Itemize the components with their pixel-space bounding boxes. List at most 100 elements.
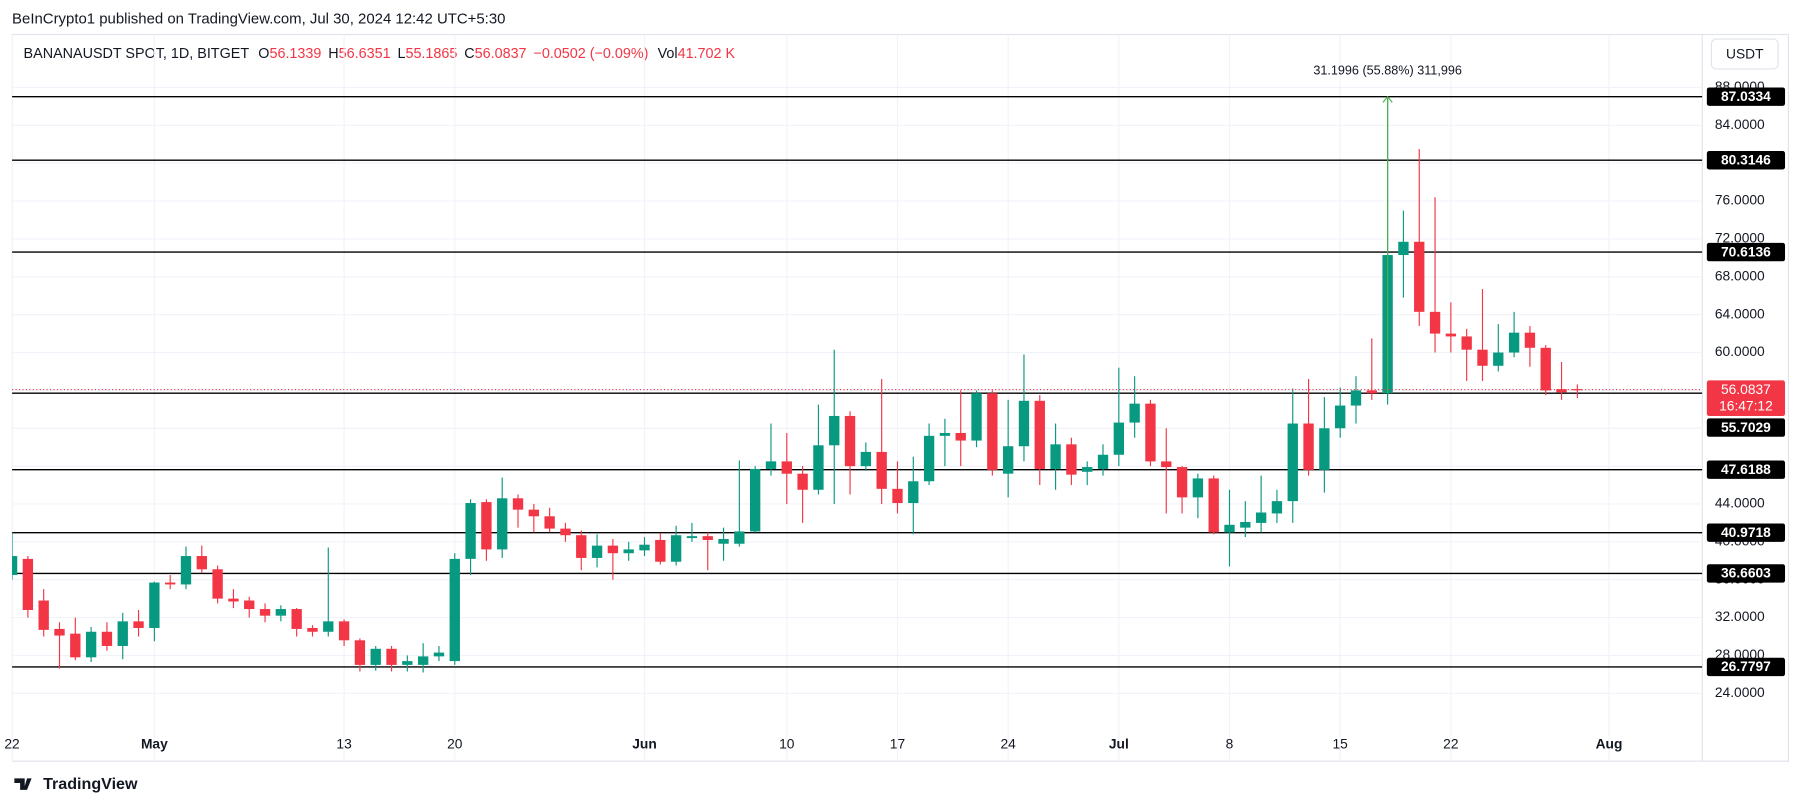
- candle-body: [607, 545, 619, 554]
- candle-body: [670, 535, 682, 562]
- candle-body: [323, 621, 334, 632]
- candle-body: [12, 556, 18, 575]
- level-label-box: [1706, 242, 1786, 262]
- candle-body: [1524, 332, 1536, 348]
- chart-frame: [11, 33, 1790, 762]
- candle-body: [1445, 333, 1457, 337]
- candle-body: [1145, 403, 1156, 462]
- candle-body: [85, 631, 97, 658]
- candle-body: [1002, 446, 1014, 474]
- level-label-box: [1706, 523, 1786, 542]
- candle-body: [1319, 428, 1330, 470]
- x-tick-label: 10: [779, 737, 795, 752]
- candle-body: [165, 582, 176, 585]
- legend-value: 56.1339: [269, 46, 321, 62]
- currency-label[interactable]: USDT: [1726, 46, 1764, 61]
- axes: 24.000028.000032.000036.000040.000044.00…: [4, 64, 1786, 752]
- x-tick-label: 24: [1000, 737, 1016, 752]
- candle-body: [813, 445, 824, 490]
- candle-body: [560, 528, 571, 536]
- legend-value: 56.6351: [339, 46, 391, 62]
- candle-body: [212, 569, 223, 599]
- candle-body: [1208, 478, 1219, 533]
- candle-body: [876, 451, 887, 489]
- candle-body: [70, 633, 81, 658]
- candle-body: [1129, 403, 1140, 423]
- symbol: BANANAUSDT SPOT, 1D, BITGET: [24, 46, 250, 62]
- y-tick-label: 44.0000: [1715, 496, 1765, 511]
- candle-body: [1493, 352, 1504, 366]
- candle-body: [987, 393, 998, 470]
- candle-body: [370, 648, 381, 665]
- candle-body: [1556, 389, 1567, 393]
- candle-body: [449, 558, 460, 662]
- candle-body: [1414, 241, 1425, 312]
- candle-body: [528, 509, 539, 517]
- candle-body: [1350, 390, 1362, 406]
- legend-value: 41.702 K: [678, 46, 736, 62]
- level-label: 36.6603: [1721, 566, 1771, 581]
- candle-body: [354, 640, 366, 665]
- measure-arrow-head: [1382, 95, 1393, 103]
- candle-body: [544, 516, 555, 529]
- candle-body: [591, 545, 603, 558]
- candle-body: [655, 539, 666, 562]
- candle-body: [908, 481, 919, 504]
- candle-body: [1018, 400, 1030, 447]
- currency-button[interactable]: [1710, 38, 1779, 70]
- candle-body: [386, 648, 397, 665]
- x-tick-label: 22: [4, 737, 19, 752]
- y-tick-label: 72.0000: [1715, 231, 1765, 246]
- candle-body: [734, 531, 745, 544]
- x-tick-label: 13: [336, 737, 352, 752]
- x-tick-label: May: [141, 737, 168, 752]
- candle-body: [718, 539, 729, 544]
- level-label-box: [1706, 151, 1786, 170]
- candle-body: [1050, 444, 1061, 469]
- candle-body: [1066, 444, 1077, 475]
- candle-body: [1082, 467, 1093, 472]
- candle-body: [939, 432, 951, 436]
- y-tick-label: 60.0000: [1715, 344, 1765, 359]
- candle-body: [497, 498, 508, 550]
- candle-body: [275, 609, 287, 616]
- x-tick-label: 20: [447, 737, 463, 752]
- level-label-box: [1706, 460, 1786, 479]
- candle-body: [1240, 521, 1251, 528]
- x-tick-label: 8: [1226, 737, 1234, 752]
- plot: [12, 95, 1703, 673]
- candle-body: [1303, 423, 1314, 470]
- x-tick-label: Jul: [1109, 737, 1129, 752]
- publisher-line: BeInCrypto1 published on TradingView.com…: [12, 10, 505, 27]
- candle-body: [576, 535, 587, 558]
- y-tick-label: 76.0000: [1715, 193, 1765, 208]
- y-tick-label: 64.0000: [1715, 306, 1765, 321]
- candle-body: [971, 393, 982, 441]
- level-label-box: [1706, 87, 1786, 106]
- x-tick-label: Jun: [632, 737, 657, 752]
- candle-body: [228, 598, 239, 602]
- y-tick-label: 32.0000: [1715, 609, 1765, 624]
- candle-body: [702, 536, 713, 540]
- legend-label: H: [328, 46, 338, 62]
- candle-body: [1034, 400, 1045, 469]
- countdown-label: 16:47:12: [1719, 398, 1773, 413]
- measure-label: 31.1996 (55.88%) 311,996: [1313, 64, 1462, 78]
- candle-body: [1508, 332, 1520, 353]
- y-tick-label: 68.0000: [1715, 268, 1765, 283]
- candle-body: [797, 473, 808, 490]
- candle-body: [481, 502, 492, 550]
- legend-label: L: [397, 46, 405, 62]
- legend-value: 56.0837: [475, 46, 527, 62]
- x-tick-label: 15: [1333, 737, 1349, 752]
- candle-body: [1192, 478, 1204, 498]
- y-tick-label: 84.0000: [1715, 117, 1765, 132]
- legend: BANANAUSDT SPOT, 1D, BITGET O56.1339 H56.6…: [24, 46, 736, 62]
- y-tick-label: 24.0000: [1715, 685, 1765, 700]
- candle-body: [955, 432, 966, 441]
- footer-logo: TradingView: [14, 775, 138, 793]
- candle-body: [259, 609, 271, 616]
- candle-body: [38, 600, 49, 630]
